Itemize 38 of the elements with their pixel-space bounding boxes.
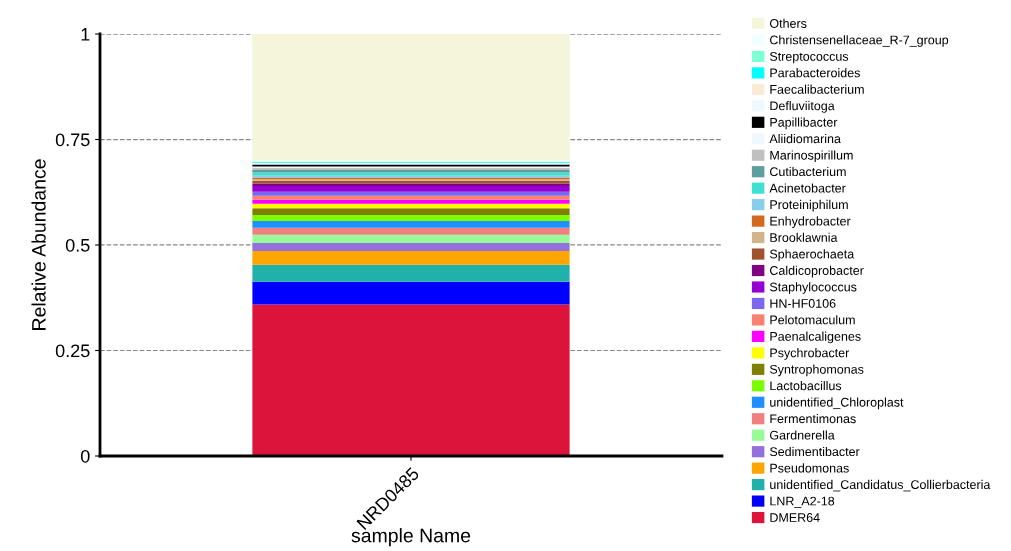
y-tick-label: 0.75	[55, 133, 90, 147]
legend-label: Acinetobacter	[769, 183, 846, 193]
legend-label: Sphaerochaeta	[769, 249, 855, 261]
y-axis-title: Relative Abundance	[31, 159, 46, 330]
legend-label: Enhydrobacter	[770, 216, 851, 228]
legend-label: Faecalibacterium	[770, 84, 864, 94]
y-tick-label: 1	[81, 28, 90, 41]
legend-label: Psychrobacter	[770, 348, 850, 360]
legend-label: Gardnerella	[770, 430, 835, 440]
legend-label: Lactobacillus	[770, 381, 842, 391]
legend-label: Paenalcaligenes	[770, 331, 861, 344]
legend-label: Fermentimonas	[770, 413, 856, 424]
legend-label: Others	[769, 18, 807, 28]
legend-label: Pelotomaculum	[770, 315, 855, 325]
legend-label: Cutibacterium	[770, 166, 846, 177]
legend-label: Christensenellaceae_R-7_group	[770, 35, 949, 47]
legend-label: Papillibacter	[770, 117, 838, 130]
x-axis-title: sample Name	[351, 528, 471, 547]
legend-label: Proteiniphilum	[770, 199, 848, 212]
legend-label: HN-HF0106	[770, 299, 836, 308]
legend-label: Parabacteroides	[770, 68, 860, 78]
legend-label: Caldicoprobacter	[770, 265, 864, 278]
legend-label: unidentified_Candidatus_Collierbacteria	[770, 479, 991, 492]
legend-label: Defluviitoga	[770, 101, 835, 113]
y-tick-label: 0.5	[65, 238, 90, 252]
legend-label: Syntrophomonas	[769, 364, 864, 377]
legend-label: DMER64	[770, 513, 820, 522]
y-tick-label: 0.25	[55, 344, 90, 358]
legend-label: unidentified_Chloroplast	[770, 397, 904, 410]
legend-label: Sedimentibacter	[769, 446, 860, 457]
legend-label: Marinospirillum	[770, 150, 853, 163]
legend-label: Pseudomonas	[770, 463, 849, 473]
y-tick-label: 0	[80, 449, 90, 463]
legend-label: Aliidiomarina	[769, 134, 841, 144]
legend-label: Streptococcus	[769, 51, 849, 64]
legend-label: Staphylococcus	[769, 282, 857, 294]
legend-label: Brooklawnia	[770, 232, 838, 242]
legend-label: LNR_A2-18	[770, 496, 835, 508]
